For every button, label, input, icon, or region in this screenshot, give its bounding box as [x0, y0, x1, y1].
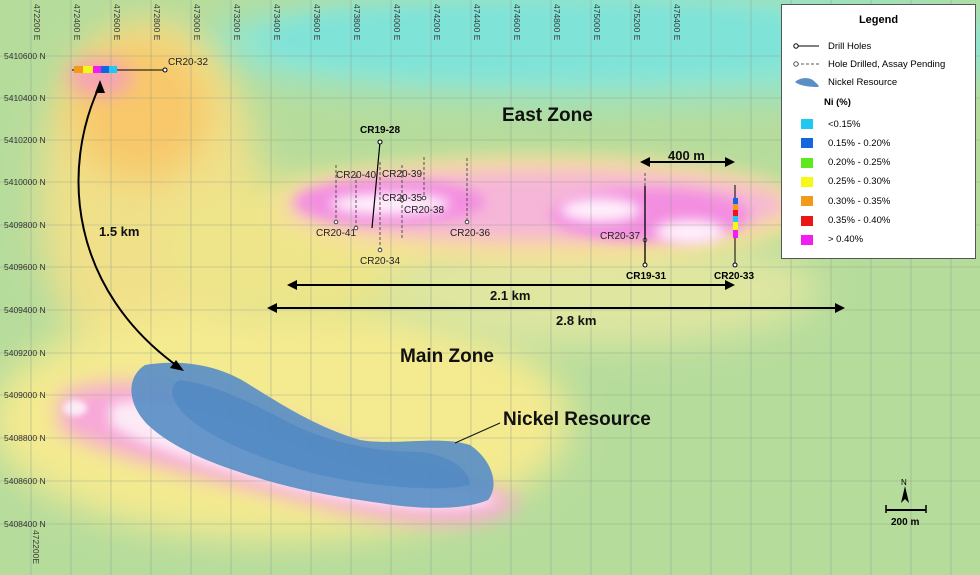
ni-range-label: <0.15%: [828, 118, 861, 130]
easting-label: 472600 E: [112, 4, 122, 41]
northing-label: 5409000 N: [4, 390, 46, 400]
easting-label: 474600 E: [512, 4, 522, 41]
legend-drill-holes: Drill Holes: [792, 39, 871, 53]
easting-label: 475000 E: [592, 4, 602, 41]
ni-range-label: > 0.40%: [828, 234, 864, 246]
northing-label: 5409800 N: [4, 220, 46, 230]
hole-label: CR20-32: [168, 57, 208, 68]
easting-label: 474400 E: [472, 4, 482, 41]
ni-range-label: 0.35% - 0.40%: [828, 215, 891, 226]
easting-label: 473600 E: [312, 4, 322, 41]
northing-labels: 5410600 N 5410400 N 5410200 N 5410000 N 5409…: [4, 51, 46, 529]
easting-label: 474200 E: [432, 4, 442, 41]
ni-range-row: > 0.40%: [792, 233, 863, 247]
hole-label: CR20-39: [382, 169, 422, 180]
ni-range-label: 0.25% - 0.30%: [828, 176, 891, 188]
east-zone-label: East Zone: [502, 105, 593, 126]
ni-range-swatch: [801, 119, 813, 129]
legend-nickel-resource: Nickel Resource: [792, 75, 897, 89]
hole-label: CR20-40: [336, 170, 376, 181]
easting-label: 473800 E: [352, 4, 362, 41]
distance-label-2-8km: 2.8 km: [556, 313, 596, 328]
ni-range-row: <0.15%: [792, 117, 861, 131]
ni-range-row: 0.25% - 0.30%: [792, 175, 890, 189]
easting-label: 472800 E: [152, 4, 162, 41]
hole-label: CR20-38: [404, 205, 444, 216]
nickel-resource-label: Nickel Resource: [503, 409, 651, 430]
northing-label: 5410600 N: [4, 51, 46, 61]
ni-range-swatch: [801, 196, 813, 207]
arrow-heads: [95, 80, 845, 371]
hole-label: CR19-28: [360, 125, 400, 136]
ni-range-swatch: [801, 215, 813, 226]
legend-panel: Legend Drill Holes Hole Drilled, Assay P…: [781, 4, 976, 259]
ni-range-label: 0.20% - 0.25%: [828, 157, 891, 169]
nickel-resource-leader: [454, 422, 501, 444]
ni-range-swatch: [801, 234, 813, 245]
hole-label: CR19-31: [626, 271, 666, 282]
northing-label: 5408600 N: [4, 476, 46, 486]
ni-range-label: 0.30% - 0.35%: [828, 195, 891, 207]
ni-range-row: 0.15% - 0.20%: [792, 136, 890, 150]
easting-label: 473000 E: [192, 4, 202, 41]
ni-grade-title: Ni (%): [824, 97, 851, 108]
northing-label: 5409400 N: [4, 305, 46, 315]
easting-label: 472200 E: [32, 4, 42, 41]
ni-range-row: 0.20% - 0.25%: [792, 156, 890, 170]
drill-holes: [72, 66, 738, 268]
ni-range-swatch: [801, 176, 813, 187]
northing-label: 5409200 N: [4, 348, 46, 358]
hole-label: CR20-37: [600, 231, 640, 242]
svg-text:N: N: [901, 478, 907, 487]
easting-label: 475400 E: [672, 4, 682, 41]
north-arrow-icon: N: [901, 478, 909, 503]
distance-label-2-1km: 2.1 km: [490, 288, 530, 303]
easting-label: 472400 E: [72, 4, 82, 41]
distance-label-400m: 400 m: [668, 148, 705, 163]
northing-label: 5410000 N: [4, 177, 46, 187]
ni-range-swatch: [801, 138, 813, 149]
hole-labels: CR20-32 CR19-28 CR20-40 CR20-39 CR20-35 …: [168, 57, 754, 282]
easting-label: 475200 E: [632, 4, 642, 41]
ni-range-swatch: [801, 157, 813, 168]
northing-label: 5409600 N: [4, 262, 46, 272]
scale-bar: 200 m: [885, 505, 927, 528]
northing-label: 5408400 N: [4, 519, 46, 529]
easting-label: 473400 E: [272, 4, 282, 41]
legend-label: Drill Holes: [828, 40, 872, 52]
measurement-arrows: [77, 84, 840, 369]
distance-label-1-5km: 1.5 km: [99, 224, 139, 239]
easting-label: 474800 E: [552, 4, 562, 41]
resource-symbol-icon: [792, 76, 822, 88]
ni-range-row: 0.30% - 0.35%: [792, 194, 890, 208]
hole-label: CR20-36: [450, 228, 490, 239]
northing-label: 5410200 N: [4, 135, 46, 145]
hole-label: CR20-35: [382, 193, 422, 204]
legend-label: Nickel Resource: [828, 76, 898, 88]
easting-label-bottom: 472200E: [31, 530, 41, 564]
hole-label: CR20-34: [360, 256, 400, 267]
easting-label: 474000 E: [392, 4, 402, 41]
easting-label: 473200 E: [232, 4, 242, 41]
easting-labels: 472200 E 472400 E 472600 E 472800 E 473000 E…: [31, 4, 682, 564]
svg-text:200 m: 200 m: [891, 517, 919, 528]
northing-label: 5408800 N: [4, 433, 46, 443]
hole-label: CR20-41: [316, 228, 356, 239]
legend-title: Legend: [858, 14, 899, 26]
nickel-resource-core: [172, 380, 470, 489]
pending-hole-symbol-icon: [792, 58, 822, 70]
drill-hole-symbol-icon: [792, 40, 822, 52]
legend-assay-pending: Hole Drilled, Assay Pending: [792, 57, 945, 71]
ni-range-label: 0.15% - 0.20%: [828, 137, 891, 149]
ni-range-row: 0.35% - 0.40%: [792, 214, 890, 228]
northing-label: 5410400 N: [4, 93, 46, 103]
legend-label: Hole Drilled, Assay Pending: [828, 58, 946, 70]
main-zone-label: Main Zone: [400, 346, 494, 367]
hole-label: CR20-33: [714, 271, 754, 282]
